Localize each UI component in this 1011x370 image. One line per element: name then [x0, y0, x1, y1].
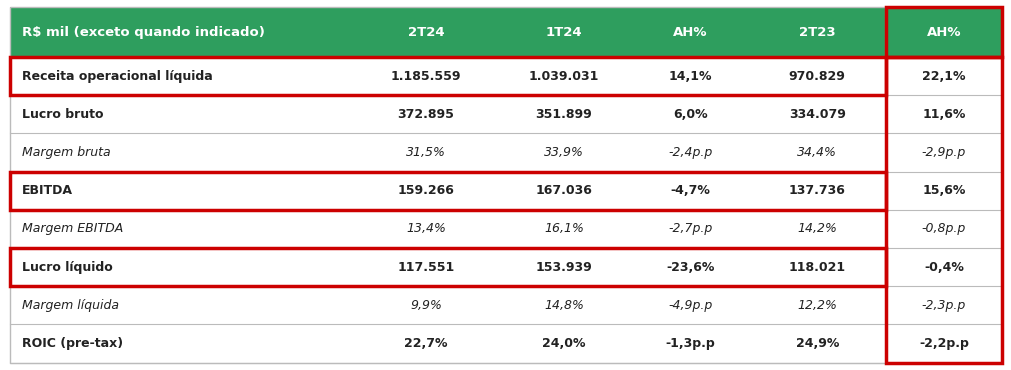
Text: Margem bruta: Margem bruta [22, 146, 111, 159]
Text: 2T23: 2T23 [799, 26, 835, 39]
Text: 1.039.031: 1.039.031 [528, 70, 599, 83]
Text: 31,5%: 31,5% [405, 146, 446, 159]
Text: 153.939: 153.939 [535, 260, 591, 274]
Bar [10, 7, 1001, 57]
Text: EBITDA: EBITDA [22, 184, 73, 197]
Text: 22,7%: 22,7% [404, 337, 448, 350]
Text: 1.185.559: 1.185.559 [390, 70, 461, 83]
Text: 137.736: 137.736 [789, 184, 845, 197]
Text: -2,4p.p: -2,4p.p [668, 146, 712, 159]
Text: 22,1%: 22,1% [921, 70, 964, 83]
Text: 118.021: 118.021 [788, 260, 845, 274]
Text: -0,4%: -0,4% [923, 260, 963, 274]
Text: 372.895: 372.895 [397, 108, 454, 121]
Bar [886, 57, 1001, 363]
Text: 34,4%: 34,4% [797, 146, 836, 159]
Text: 117.551: 117.551 [397, 260, 454, 274]
Text: -2,2p.p: -2,2p.p [918, 337, 968, 350]
Text: 24,0%: 24,0% [542, 337, 585, 350]
Text: 14,8%: 14,8% [543, 299, 583, 312]
Text: AH%: AH% [672, 26, 707, 39]
Text: Lucro líquido: Lucro líquido [22, 260, 113, 274]
Text: 11,6%: 11,6% [921, 108, 964, 121]
Text: 2T24: 2T24 [407, 26, 444, 39]
Text: 12,2%: 12,2% [797, 299, 836, 312]
Text: -4,9p.p: -4,9p.p [668, 299, 712, 312]
Bar [886, 7, 1001, 57]
Text: 970.829: 970.829 [789, 70, 845, 83]
Text: -4,7%: -4,7% [670, 184, 710, 197]
Bar [10, 57, 886, 95]
Text: -0,8p.p: -0,8p.p [921, 222, 966, 235]
Text: 351.899: 351.899 [535, 108, 591, 121]
Text: ROIC (pre-tax): ROIC (pre-tax) [22, 337, 123, 350]
Text: 6,0%: 6,0% [672, 108, 707, 121]
Text: 334.079: 334.079 [789, 108, 845, 121]
Text: 16,1%: 16,1% [543, 222, 583, 235]
Text: 13,4%: 13,4% [405, 222, 446, 235]
Bar [10, 172, 886, 210]
Text: 167.036: 167.036 [535, 184, 591, 197]
Text: Lucro bruto: Lucro bruto [22, 108, 104, 121]
Text: 14,1%: 14,1% [668, 70, 712, 83]
Text: 1T24: 1T24 [545, 26, 581, 39]
Text: 159.266: 159.266 [397, 184, 454, 197]
Text: 33,9%: 33,9% [543, 146, 583, 159]
Text: 14,2%: 14,2% [797, 222, 836, 235]
Text: 15,6%: 15,6% [921, 184, 964, 197]
Bar [10, 248, 886, 286]
Text: 24,9%: 24,9% [795, 337, 838, 350]
Text: Receita operacional líquida: Receita operacional líquida [22, 70, 212, 83]
Text: -2,7p.p: -2,7p.p [668, 222, 712, 235]
Text: R$ mil (exceto quando indicado): R$ mil (exceto quando indicado) [22, 26, 265, 39]
Text: -23,6%: -23,6% [665, 260, 714, 274]
Text: -1,3p.p: -1,3p.p [665, 337, 715, 350]
Text: Margem líquida: Margem líquida [22, 299, 119, 312]
Text: Margem EBITDA: Margem EBITDA [22, 222, 123, 235]
Text: -2,3p.p: -2,3p.p [921, 299, 966, 312]
Text: -2,9p.p: -2,9p.p [921, 146, 966, 159]
Text: AH%: AH% [926, 26, 960, 39]
Text: 9,9%: 9,9% [409, 299, 442, 312]
